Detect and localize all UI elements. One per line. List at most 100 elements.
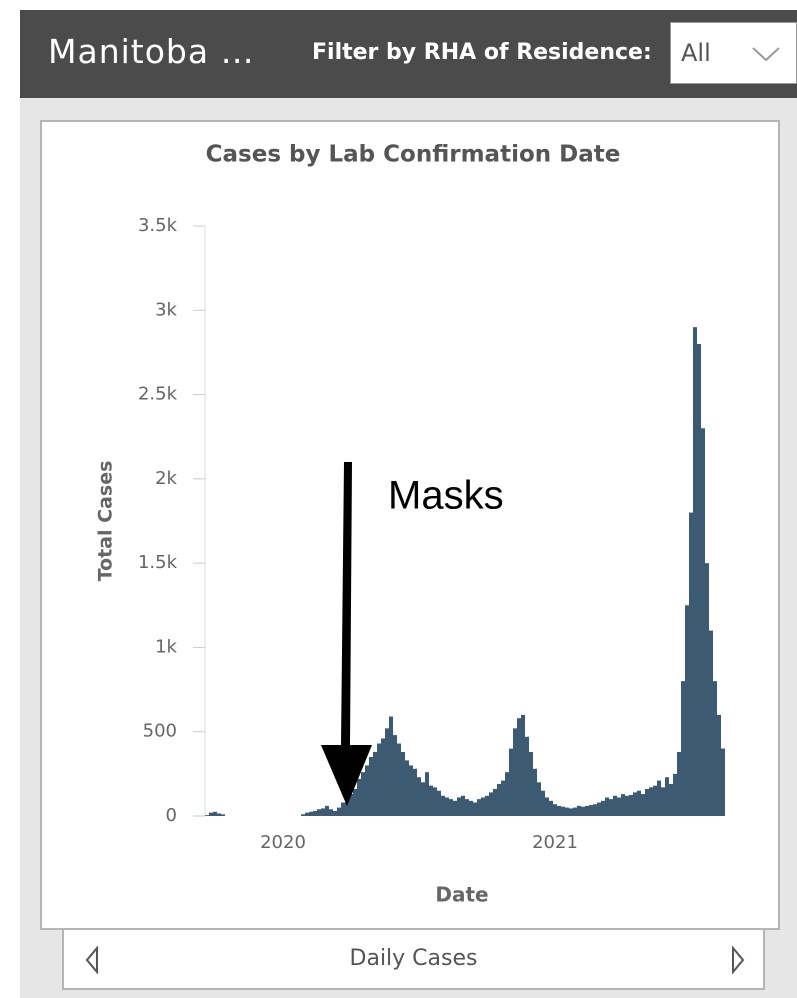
bar — [361, 772, 365, 816]
bar — [477, 799, 481, 816]
y-tick-label: 2.5k — [138, 384, 178, 405]
bar — [481, 797, 485, 816]
bar — [357, 778, 361, 816]
bar — [445, 797, 449, 816]
bar — [645, 789, 649, 816]
bar — [457, 797, 461, 816]
y-tick-label: 1.5k — [138, 552, 178, 573]
bar — [689, 512, 693, 816]
bar — [345, 799, 349, 816]
bar — [553, 804, 557, 816]
prev-button[interactable] — [84, 946, 100, 974]
bar — [513, 728, 517, 816]
footer: Daily Cases — [62, 930, 765, 990]
y-tick-label: 2k — [155, 468, 177, 489]
bar — [709, 630, 713, 816]
bar — [673, 773, 677, 816]
bar — [677, 751, 681, 816]
bar — [713, 681, 717, 816]
bar — [421, 782, 425, 816]
bar — [473, 802, 477, 816]
bar — [681, 681, 685, 816]
chart-title: Cases by Lab Confirmation Date — [206, 142, 621, 168]
bar — [493, 789, 497, 816]
bar — [581, 806, 585, 816]
bar — [349, 794, 353, 816]
y-tick-label: 3.5k — [138, 215, 178, 236]
bar — [333, 810, 337, 816]
next-button[interactable] — [730, 946, 746, 974]
bar — [557, 805, 561, 816]
bar — [697, 344, 701, 816]
bar — [321, 808, 325, 816]
bar — [649, 787, 653, 816]
bar — [629, 794, 633, 816]
annotation-arrow — [321, 462, 372, 806]
bar — [521, 714, 525, 816]
bar — [577, 805, 581, 816]
bar — [693, 327, 697, 816]
bar — [605, 797, 609, 816]
y-axis-title: Total Cases — [95, 461, 117, 582]
x-tick-label: 2021 — [532, 832, 578, 853]
bar — [617, 797, 621, 816]
bar — [453, 800, 457, 816]
bar — [569, 808, 573, 816]
bar — [657, 780, 661, 816]
bar — [705, 563, 709, 816]
bar — [341, 802, 345, 816]
dropdown-caret — [752, 47, 780, 62]
bar — [377, 743, 381, 816]
bar — [561, 806, 565, 816]
bar — [373, 751, 377, 816]
bar — [329, 809, 333, 816]
bar — [549, 800, 553, 816]
bar — [597, 802, 601, 816]
bar — [661, 787, 665, 816]
bar — [509, 748, 513, 816]
y-tick-label: 500 — [143, 721, 177, 742]
bar — [641, 794, 645, 816]
bar — [317, 809, 321, 816]
bar — [461, 795, 465, 816]
x-axis-title: Date — [435, 883, 488, 907]
bar — [465, 799, 469, 816]
bar — [537, 782, 541, 816]
bar — [665, 777, 669, 816]
bar — [213, 811, 217, 816]
dropdown-value: All — [681, 39, 711, 67]
bar — [313, 810, 317, 816]
bar — [309, 811, 313, 816]
bar — [449, 799, 453, 816]
bar — [565, 807, 569, 816]
bar — [385, 728, 389, 816]
bar — [505, 772, 509, 816]
bar — [593, 804, 597, 816]
bar — [353, 789, 357, 816]
bar — [653, 785, 657, 816]
bar — [221, 814, 225, 816]
bar — [381, 738, 385, 816]
filter-label: Filter by RHA of Residence: — [312, 40, 652, 65]
y-tick-label: 0 — [166, 805, 177, 826]
bar — [369, 757, 373, 816]
bar — [489, 792, 493, 816]
bar — [301, 814, 305, 816]
bar — [425, 772, 429, 816]
bar — [525, 736, 529, 816]
bar — [337, 807, 341, 816]
bar — [501, 780, 505, 816]
bar — [585, 805, 589, 816]
y-tick-label: 1k — [155, 636, 177, 657]
bar — [541, 790, 545, 816]
bar — [721, 748, 725, 816]
y-tick-label: 3k — [155, 299, 177, 320]
bar — [625, 795, 629, 816]
bar — [205, 815, 209, 816]
bar — [533, 768, 537, 816]
bar — [401, 751, 405, 816]
bar — [701, 428, 705, 816]
bar — [545, 797, 549, 816]
